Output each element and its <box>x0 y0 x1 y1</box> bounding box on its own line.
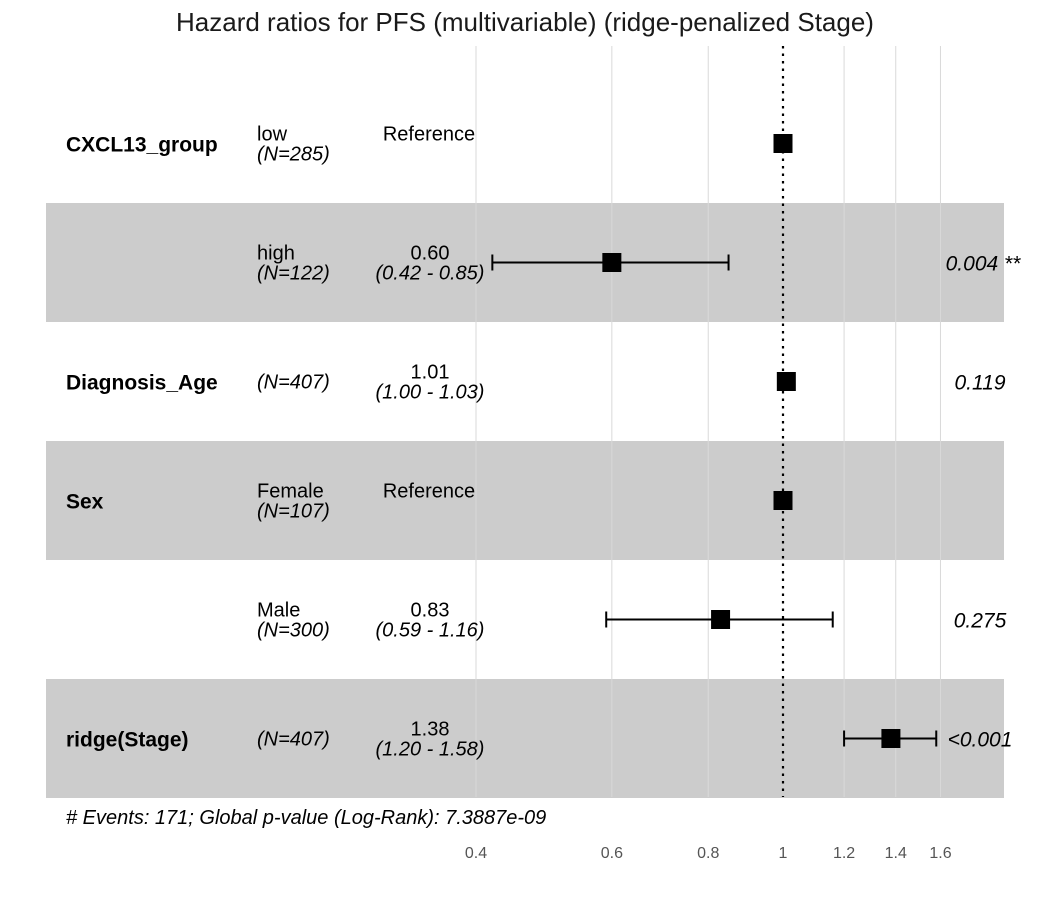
hr-marker-0 <box>773 134 793 153</box>
x-axis-ticks: 0.4 0.6 0.8 1 1.2 1.4 1.6 <box>465 845 952 862</box>
n-label-4: (N=300) <box>257 620 330 642</box>
hr-value-0: Reference <box>383 124 475 146</box>
ci-value-2: (1.00 - 1.03) <box>376 382 485 404</box>
ci-value-5: (1.20 - 1.58) <box>376 739 485 761</box>
n-label-3: (N=107) <box>257 501 330 523</box>
hr-value-1: 0.60 <box>411 243 450 265</box>
x-tick-label-3: 1 <box>779 845 788 862</box>
variable-label-2: Diagnosis_Age <box>66 372 218 395</box>
chart-title: Hazard ratios for PFS (multivariable) (r… <box>176 7 874 37</box>
row-bands <box>46 203 1004 798</box>
hr-marker-3 <box>773 491 793 510</box>
row-labels: CXCL13_group low(N=285) Reference high(N=12… <box>66 124 1021 761</box>
p-value-4: 0.275 <box>954 610 1007 633</box>
p-value-5: <0.001 <box>948 729 1013 752</box>
hr-value-5: 1.38 <box>411 719 450 741</box>
hr-value-2: 1.01 <box>411 362 450 384</box>
p-value-2: 0.119 <box>955 372 1006 395</box>
hr-marker-2 <box>776 372 796 391</box>
footnote: # Events: 171; Global p-value (Log-Rank)… <box>66 807 546 829</box>
ci-value-4: (0.59 - 1.16) <box>376 620 485 642</box>
x-tick-label-5: 1.4 <box>885 845 907 862</box>
gridlines <box>475 46 941 797</box>
variable-label-3: Sex <box>66 491 104 514</box>
hr-marker-4 <box>711 610 731 629</box>
variable-label-0: CXCL13_group <box>66 134 218 157</box>
row-band-3 <box>46 441 1004 560</box>
hr-marker-1 <box>602 253 622 272</box>
x-tick-label-0: 0.4 <box>465 845 487 862</box>
n-label-5: (N=407) <box>257 729 330 751</box>
x-tick-label-4: 1.2 <box>833 845 855 862</box>
ci-value-1: (0.42 - 0.85) <box>376 263 485 285</box>
n-label-2: (N=407) <box>257 372 330 394</box>
n-label-0: (N=285) <box>257 144 330 166</box>
variable-label-5: ridge(Stage) <box>66 729 189 752</box>
p-value-1: 0.004 ** <box>946 253 1022 276</box>
hr-marker-5 <box>881 729 901 748</box>
hr-value-3: Reference <box>383 481 475 503</box>
x-tick-label-1: 0.6 <box>601 845 623 862</box>
hr-value-4: 0.83 <box>411 600 450 622</box>
level-label-1: high <box>257 243 295 265</box>
level-label-4: Male <box>257 600 300 622</box>
n-label-1: (N=122) <box>257 263 330 285</box>
x-tick-label-6: 1.6 <box>929 845 951 862</box>
x-tick-label-2: 0.8 <box>697 845 719 862</box>
level-label-3: Female <box>257 481 324 503</box>
estimate-marks <box>491 134 938 748</box>
level-label-0: low <box>257 124 288 146</box>
